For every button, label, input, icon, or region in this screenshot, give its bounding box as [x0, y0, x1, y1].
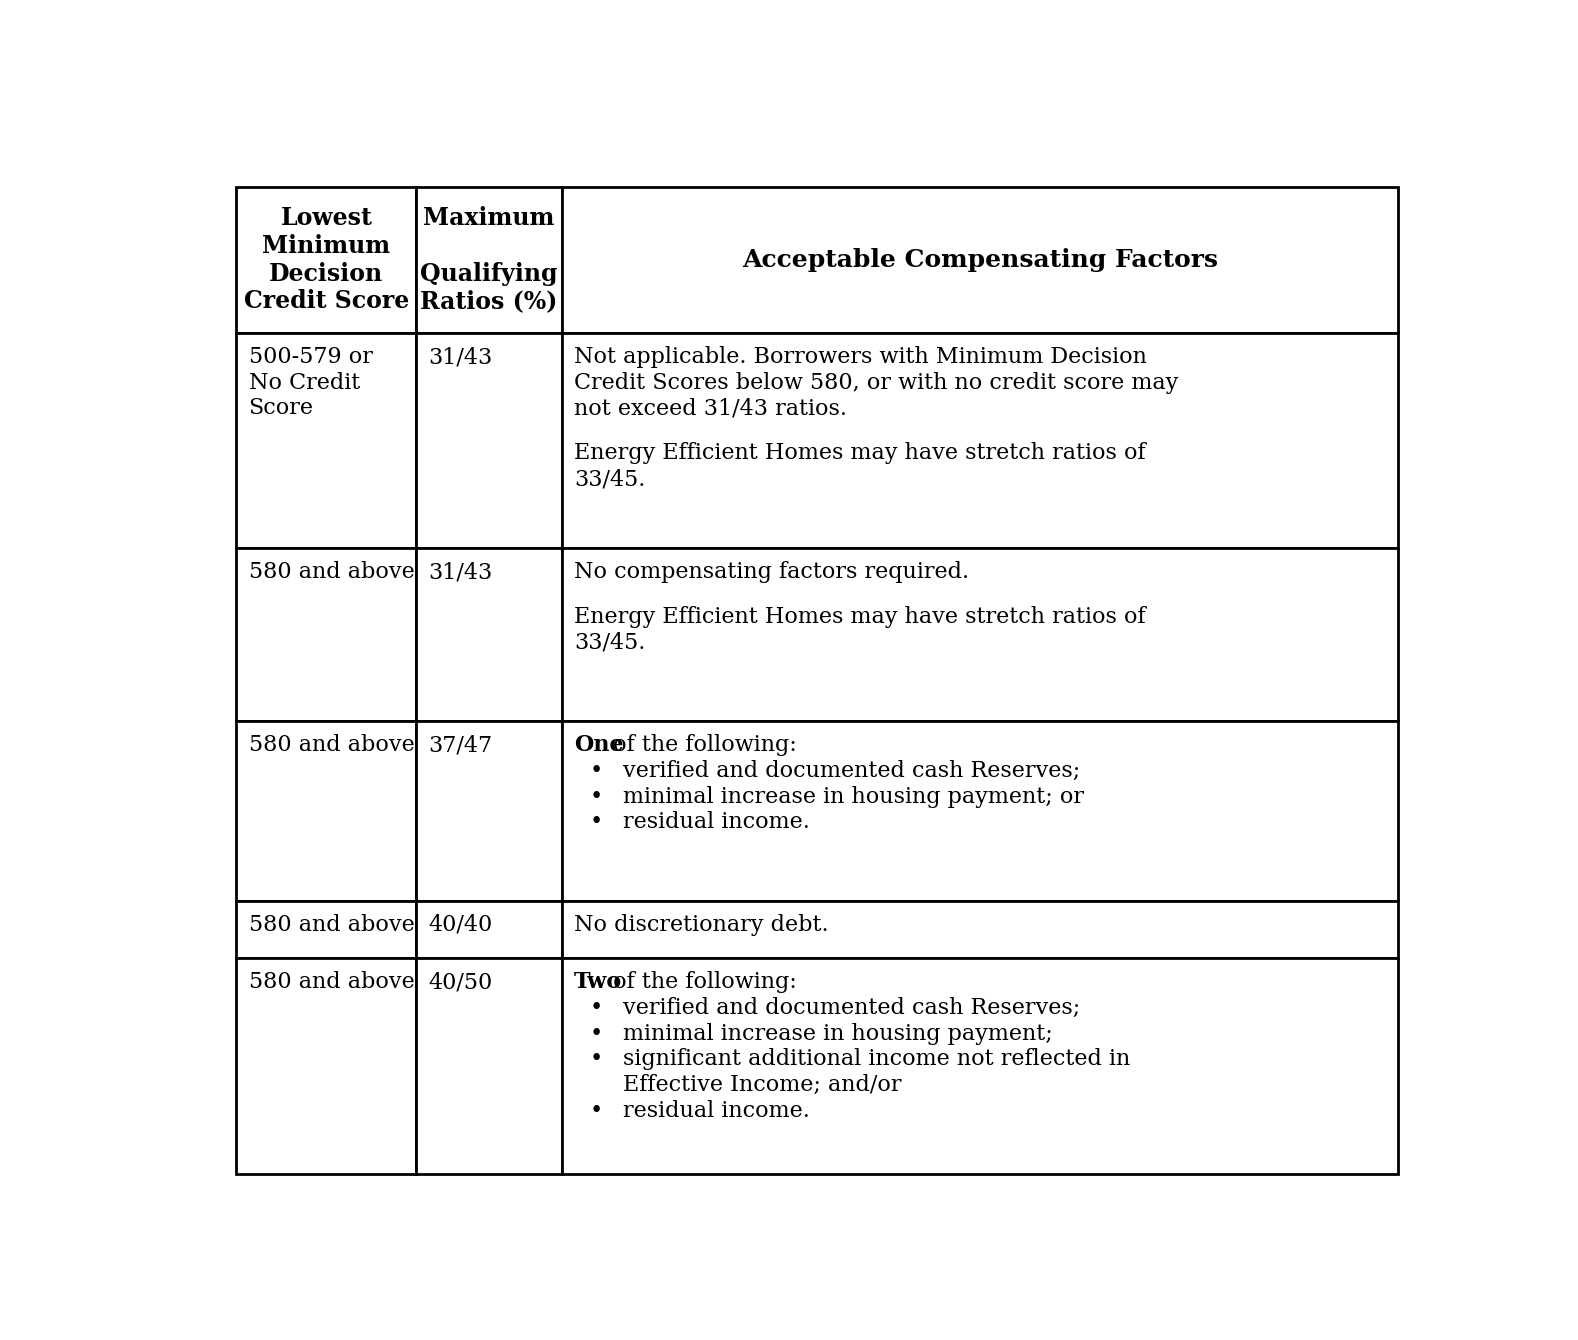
Text: Effective Income; and/or: Effective Income; and/or — [623, 1073, 901, 1096]
Bar — [237, 958, 417, 1174]
Bar — [237, 332, 417, 548]
Text: of the following:: of the following: — [606, 734, 797, 756]
Text: not exceed 31/43 ratios.: not exceed 31/43 ratios. — [574, 398, 847, 419]
Text: •: • — [589, 1022, 603, 1044]
Text: residual income.: residual income. — [623, 811, 810, 833]
Bar — [417, 721, 562, 900]
Text: No discretionary debt.: No discretionary debt. — [574, 914, 828, 935]
Text: •: • — [589, 1048, 603, 1071]
Text: residual income.: residual income. — [623, 1100, 810, 1122]
Text: Maximum

Qualifying
Ratios (%): Maximum Qualifying Ratios (%) — [420, 206, 559, 314]
Text: verified and documented cash Reserves;: verified and documented cash Reserves; — [623, 997, 1079, 1018]
Text: Energy Efficient Homes may have stretch ratios of: Energy Efficient Homes may have stretch … — [574, 606, 1146, 628]
Text: Two: Two — [574, 972, 622, 993]
Text: 580 and above: 580 and above — [249, 972, 415, 993]
Bar — [237, 721, 417, 900]
Text: Not applicable. Borrowers with Minimum Decision: Not applicable. Borrowers with Minimum D… — [574, 346, 1147, 369]
Text: 33/45.: 33/45. — [574, 632, 645, 654]
Text: 33/45.: 33/45. — [574, 468, 645, 490]
Bar — [417, 186, 562, 332]
Bar — [417, 958, 562, 1174]
Text: 580 and above: 580 and above — [249, 734, 415, 756]
Text: Credit Scores below 580, or with no credit score may: Credit Scores below 580, or with no cred… — [574, 371, 1179, 394]
Text: significant additional income not reflected in: significant additional income not reflec… — [623, 1048, 1130, 1071]
Text: Acceptable Compensating Factors: Acceptable Compensating Factors — [742, 248, 1218, 272]
Text: of the following:: of the following: — [606, 972, 797, 993]
Bar — [237, 548, 417, 721]
Text: No compensating factors required.: No compensating factors required. — [574, 561, 969, 583]
Bar — [562, 548, 1398, 721]
Bar — [417, 900, 562, 958]
Text: verified and documented cash Reserves;: verified and documented cash Reserves; — [623, 760, 1079, 781]
Text: 40/50: 40/50 — [429, 972, 492, 993]
Text: •: • — [589, 760, 603, 781]
Bar — [562, 958, 1398, 1174]
Text: 31/43: 31/43 — [429, 346, 492, 369]
Text: 40/40: 40/40 — [429, 914, 492, 935]
Text: minimal increase in housing payment;: minimal increase in housing payment; — [623, 1022, 1053, 1044]
Text: •: • — [589, 785, 603, 808]
Bar — [562, 900, 1398, 958]
Bar — [237, 186, 417, 332]
Text: 31/43: 31/43 — [429, 561, 492, 583]
Text: Lowest
Minimum
Decision
Credit Score: Lowest Minimum Decision Credit Score — [243, 206, 409, 314]
Bar — [417, 332, 562, 548]
Text: 580 and above: 580 and above — [249, 914, 415, 935]
Text: minimal increase in housing payment; or: minimal increase in housing payment; or — [623, 785, 1084, 808]
Bar — [417, 548, 562, 721]
Text: 37/47: 37/47 — [429, 734, 492, 756]
Bar — [562, 721, 1398, 900]
Text: •: • — [589, 997, 603, 1018]
Text: 580 and above: 580 and above — [249, 561, 415, 583]
Bar — [237, 900, 417, 958]
Bar — [562, 186, 1398, 332]
Text: •: • — [589, 811, 603, 833]
Text: 500-579 or
No Credit
Score: 500-579 or No Credit Score — [249, 346, 372, 419]
Text: One: One — [574, 734, 623, 756]
Text: •: • — [589, 1100, 603, 1122]
Bar — [562, 332, 1398, 548]
Text: Energy Efficient Homes may have stretch ratios of: Energy Efficient Homes may have stretch … — [574, 442, 1146, 465]
